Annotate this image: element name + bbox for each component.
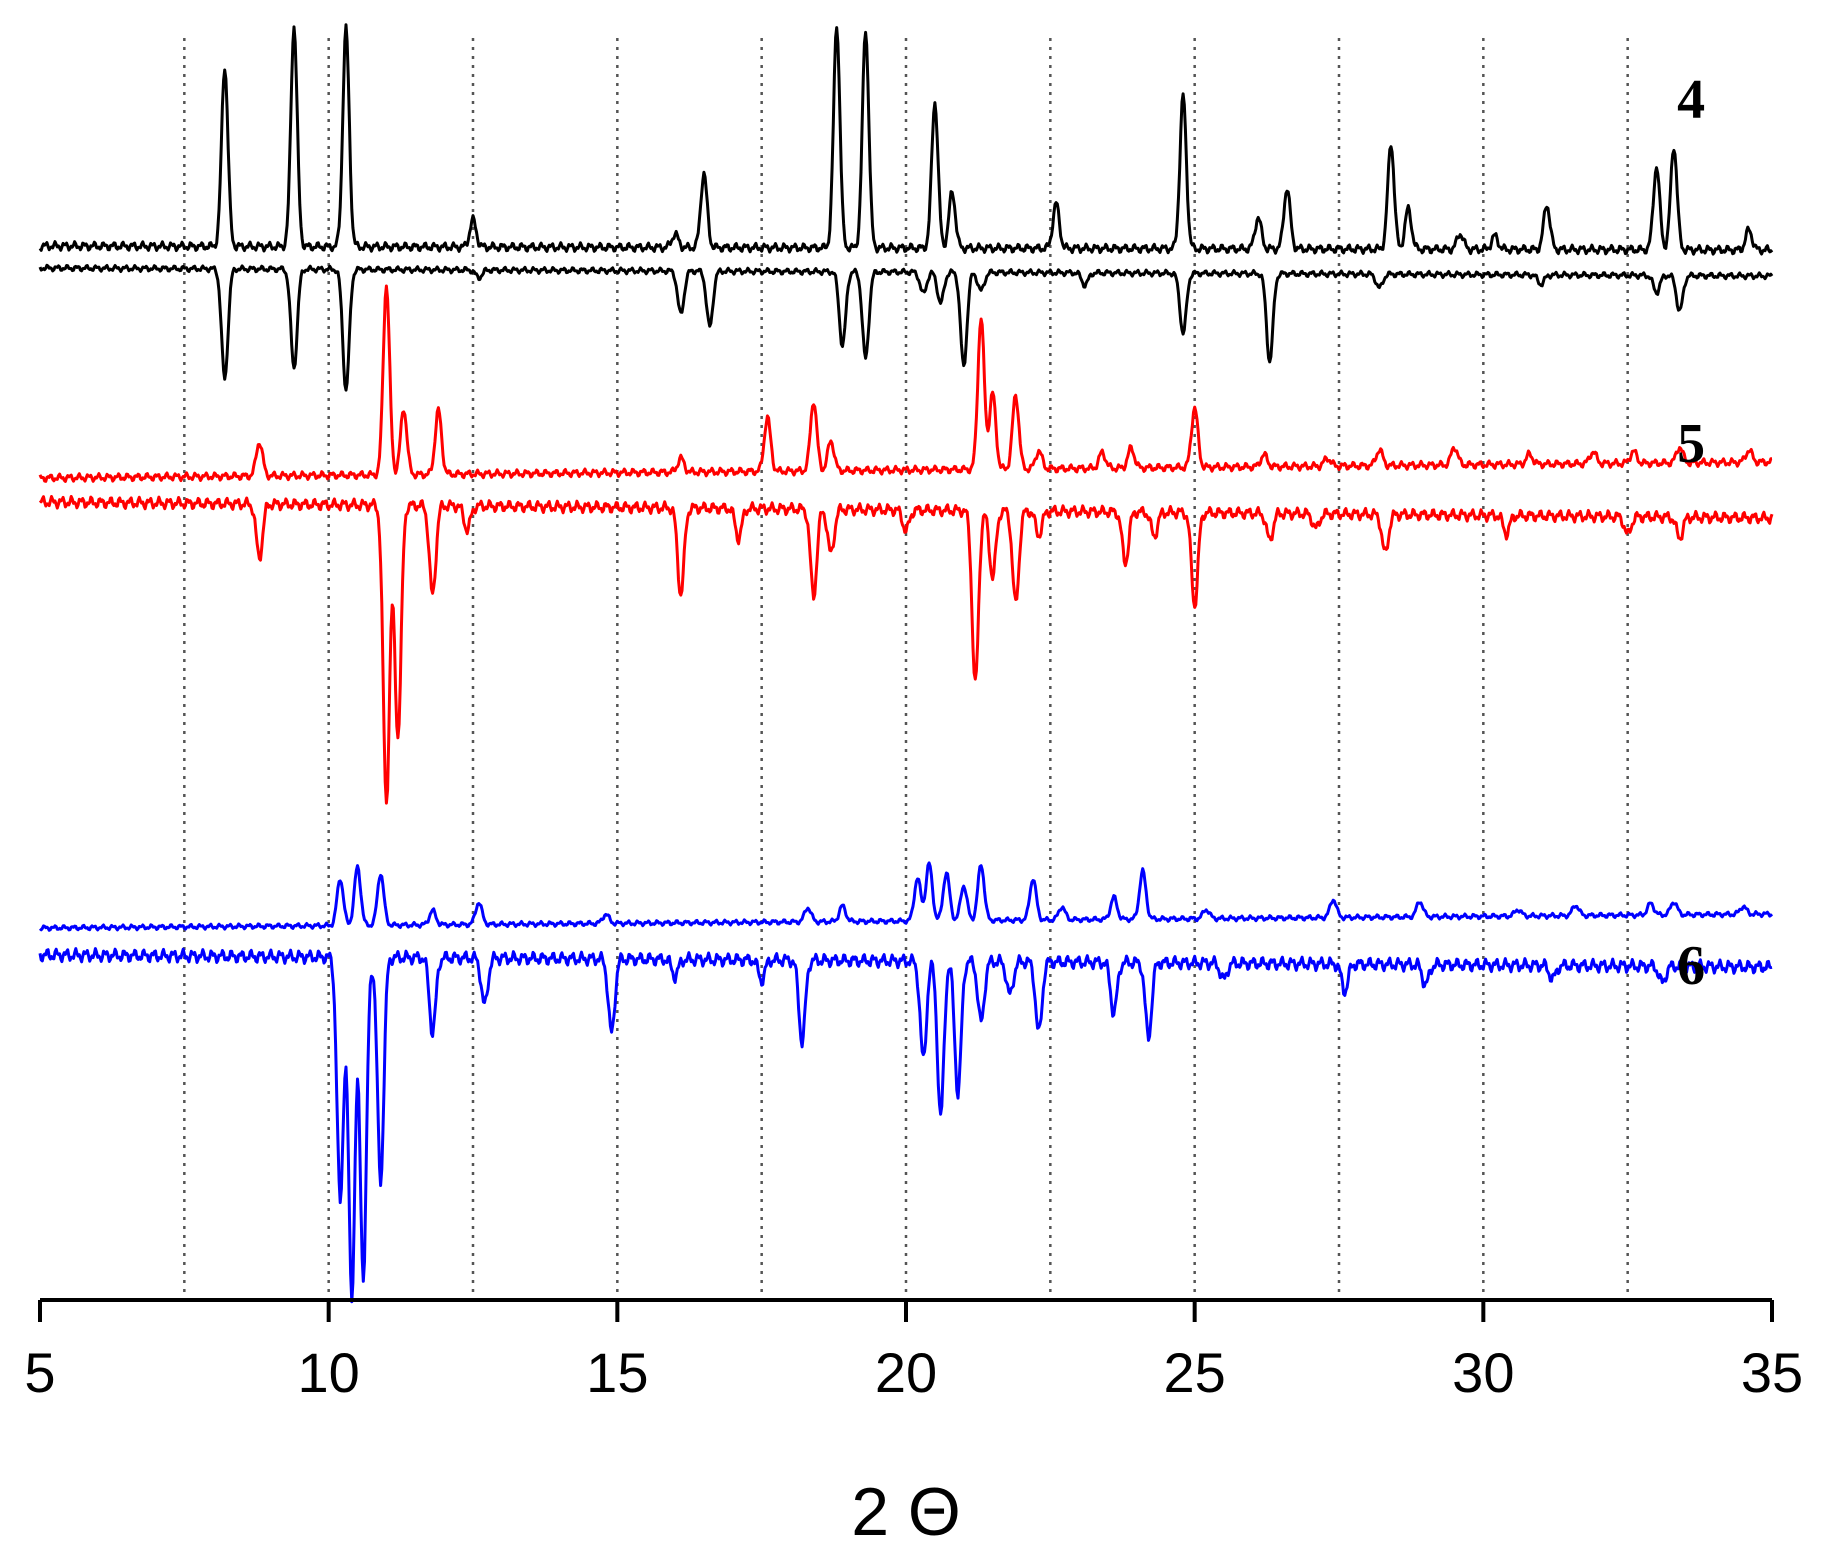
series-label-4: 4 xyxy=(1677,69,1705,131)
vertical-grid xyxy=(183,38,1629,1300)
series-label-5: 5 xyxy=(1677,413,1705,475)
x-axis xyxy=(38,1298,1774,1322)
series-line-s4-simulated xyxy=(38,263,1774,392)
series-line-s6 xyxy=(38,861,1774,932)
x-tick-label: 20 xyxy=(875,1341,937,1404)
x-tick-label: 15 xyxy=(586,1341,648,1404)
series-line-s5 xyxy=(38,284,1773,483)
series-line-s6-simulated xyxy=(38,947,1773,1304)
diffraction-traces xyxy=(38,23,1774,1304)
x-tick-label: 10 xyxy=(298,1341,360,1404)
x-axis-title: 2 Θ xyxy=(851,1474,961,1550)
x-tick-label: 25 xyxy=(1164,1341,1226,1404)
x-tick-label: 5 xyxy=(24,1341,55,1404)
series-label-6: 6 xyxy=(1677,935,1705,997)
x-tick-labels: 5 10 15 20 25 30 35 xyxy=(24,1341,1803,1404)
x-tick-label: 35 xyxy=(1741,1341,1803,1404)
x-tick-label: 30 xyxy=(1452,1341,1514,1404)
series-line-s5-simulated xyxy=(38,495,1774,805)
series-line-s4 xyxy=(38,23,1774,256)
